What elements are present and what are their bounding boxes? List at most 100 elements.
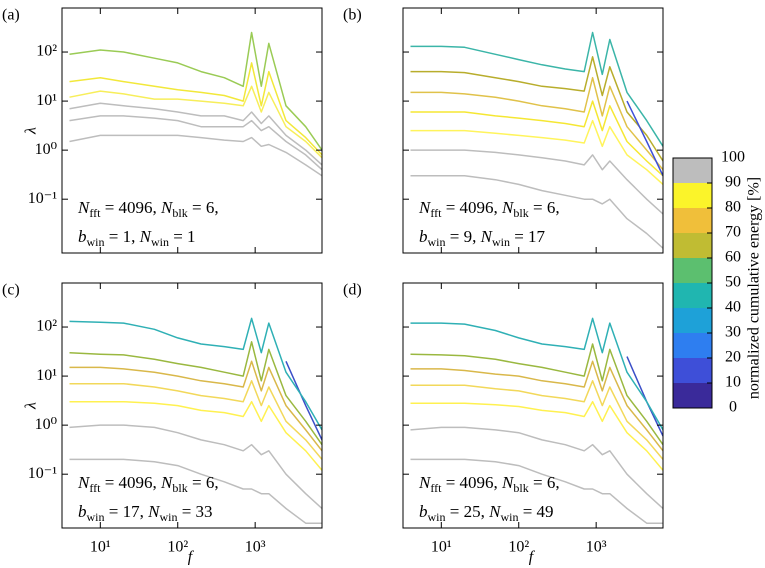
spectrum-curve	[69, 424, 322, 510]
y-axis-label: λ	[23, 402, 40, 410]
annotation-text: = 6,	[529, 198, 560, 217]
y-tick-label: 10⁰	[35, 141, 57, 158]
spectrum-curve	[410, 343, 663, 446]
spectrum-curve	[69, 115, 322, 171]
spectrum-curve	[69, 400, 322, 471]
annotation-subscript: win	[492, 235, 510, 249]
panel-label: (b)	[343, 7, 362, 24]
colorbar-segment	[673, 258, 712, 283]
annotation-subscript: win	[500, 510, 518, 524]
x-tick-label: 10³	[245, 539, 266, 556]
panel-label: (a)	[2, 7, 20, 24]
annotation-text: = 33	[177, 502, 212, 521]
plot-frame	[402, 282, 664, 529]
spectrum-curve	[410, 317, 663, 431]
spectrum-curve	[410, 31, 663, 147]
annotation: Nfft = 4096, Nblk = 6,	[77, 198, 219, 220]
annotation-subscript: win	[428, 235, 446, 249]
spectrum-curve	[410, 380, 663, 460]
annotation-text: b	[78, 227, 87, 246]
y-tick-label: 10²	[36, 318, 57, 335]
x-tick-label: 10¹	[90, 539, 111, 556]
curves	[69, 31, 322, 177]
x-axis-label: f	[188, 549, 195, 566]
annotation: bwin = 25, Nwin = 49	[419, 502, 554, 524]
y-tick-label: 10²	[36, 43, 57, 60]
annotation-text: = 4096,	[441, 473, 502, 492]
annotation-subscript: blk	[172, 206, 187, 220]
y-tick-label: 10⁰	[35, 416, 57, 433]
annotation-text: = 17	[510, 227, 546, 246]
spectrum-curve	[69, 134, 322, 177]
annotation-text: = 25,	[446, 502, 490, 521]
colorbar-segment	[673, 183, 712, 208]
spectrum-curve	[69, 62, 322, 156]
annotation-subscript: blk	[513, 206, 528, 220]
annotation-text: N	[160, 473, 174, 492]
spectrum-curve	[410, 175, 663, 249]
annotation-text: = 9,	[446, 227, 481, 246]
annotation-text: b	[78, 502, 87, 521]
colorbar-tick-label: 20	[725, 349, 741, 366]
spectrum-curve	[626, 100, 663, 177]
spectrum-curve	[410, 458, 663, 524]
annotation-subscript: win	[428, 510, 446, 524]
spectrum-curve	[69, 458, 322, 524]
plot-frame	[402, 7, 664, 254]
annotation-text: N	[488, 502, 502, 521]
x-tick-label: 10³	[586, 539, 607, 556]
annotation-text: = 6,	[188, 473, 219, 492]
colorbar-tick-label: 0	[729, 399, 737, 416]
annotation-text: = 17,	[105, 502, 149, 521]
spectrum-curve	[69, 85, 322, 159]
annotation-subscript: win	[87, 510, 105, 524]
colorbar-segment	[673, 158, 712, 183]
annotation-subscript: fft	[89, 481, 101, 495]
spectrum-curve	[410, 119, 663, 185]
spectrum-curve	[410, 56, 663, 162]
curves	[69, 317, 322, 524]
colorbar-tick-label: 30	[725, 324, 741, 341]
x-tick-label: 10²	[508, 539, 529, 556]
colorbar-tick-label: 50	[725, 274, 741, 291]
annotation-subscript: win	[151, 235, 169, 249]
annotation-subscript: win	[159, 510, 177, 524]
y-tick-label: 10¹	[36, 367, 57, 384]
colorbar-tick-label: 10	[725, 374, 741, 391]
annotation-text: N	[147, 502, 161, 521]
panel: 10¹ 10² 10³ (d) f Nfft = 4096, Nblk = 6, bwin …	[343, 282, 664, 566]
panel: (b) Nfft = 4096, Nblk = 6, bwin = 9, Nwin …	[343, 7, 664, 254]
annotation-text: N	[418, 473, 432, 492]
colorbar-segment	[673, 333, 712, 358]
annotation-text: = 1,	[105, 227, 140, 246]
annotation-text: N	[501, 473, 515, 492]
colorbar-tick-label: 70	[725, 224, 741, 241]
annotation: Nfft = 4096, Nblk = 6,	[418, 473, 560, 495]
spectrum-curve	[69, 360, 322, 452]
panel: 10¹ 10² 10³ 10⁻¹ 10⁰ 10¹ 10² (c) f λ Nfft = 4096, …	[2, 282, 323, 566]
annotation-subscript: blk	[513, 481, 528, 495]
spectrum-curve	[410, 426, 663, 510]
y-tick-label: 10⁻¹	[28, 190, 57, 207]
x-tick-label: 10¹	[431, 539, 452, 556]
annotation-text: = 6,	[529, 473, 560, 492]
annotation-text: N	[501, 198, 515, 217]
spectrum-curve	[410, 360, 663, 452]
annotation-text: = 4096,	[100, 198, 161, 217]
colorbar-label: normalized cumulative energy [%]	[746, 177, 763, 399]
annotation: Nfft = 4096, Nblk = 6,	[418, 198, 560, 220]
annotation-subscript: fft	[430, 206, 442, 220]
x-axis-label: f	[529, 549, 536, 566]
annotation-text: N	[139, 227, 153, 246]
annotation: bwin = 17, Nwin = 33	[78, 502, 213, 524]
spectrum-curve	[285, 360, 322, 441]
colorbar-segment	[673, 358, 712, 383]
annotation-text: b	[419, 502, 428, 521]
annotation-text: = 4096,	[441, 198, 502, 217]
annotation: Nfft = 4096, Nblk = 6,	[77, 473, 219, 495]
spectrum-curve	[410, 76, 663, 171]
colorbar-segment	[673, 283, 712, 308]
annotation-text: N	[77, 473, 91, 492]
